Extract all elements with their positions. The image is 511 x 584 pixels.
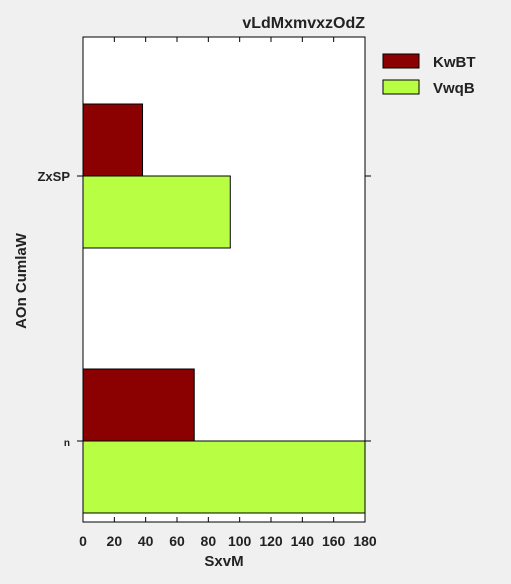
y-tick-label: ZxSP <box>37 169 70 184</box>
y-axis-label: AOn CumlaW <box>13 232 30 329</box>
legend-swatch <box>382 79 420 95</box>
bar-KwBT-ZxSP <box>82 103 144 177</box>
x-tick-label: 120 <box>259 533 283 549</box>
x-tick-label: 80 <box>201 533 217 549</box>
x-tick-label: 60 <box>169 533 185 549</box>
bar-KwBT-n <box>82 368 195 442</box>
legend: KwBT VwqB <box>382 53 476 97</box>
legend-swatch <box>382 53 420 69</box>
bar-VwqB-ZxSP <box>82 175 231 249</box>
legend-label: VwqB <box>433 80 475 97</box>
x-axis-ticks: 0 20 40 60 80 100 120 140 160 180 <box>79 37 377 549</box>
x-tick-label: 140 <box>291 533 315 549</box>
x-tick-label: 100 <box>228 533 252 549</box>
x-tick-label: 160 <box>322 533 346 549</box>
y-axis-ticks: n ZxSP <box>37 169 371 449</box>
bar-VwqB-n <box>82 440 366 514</box>
x-axis-label: SxvM <box>204 553 243 570</box>
x-tick-label: 0 <box>79 533 87 549</box>
plot-area: 0 20 40 60 80 100 120 140 160 180 n ZxSP <box>37 36 377 549</box>
y-tick-label: n <box>64 438 70 449</box>
bars <box>82 103 366 514</box>
x-tick-label: 20 <box>107 533 123 549</box>
chart-title: vLdMxmvxzOdZ <box>242 15 365 32</box>
x-tick-label: 180 <box>353 533 377 549</box>
x-tick-label: 40 <box>138 533 154 549</box>
legend-label: KwBT <box>433 54 476 71</box>
